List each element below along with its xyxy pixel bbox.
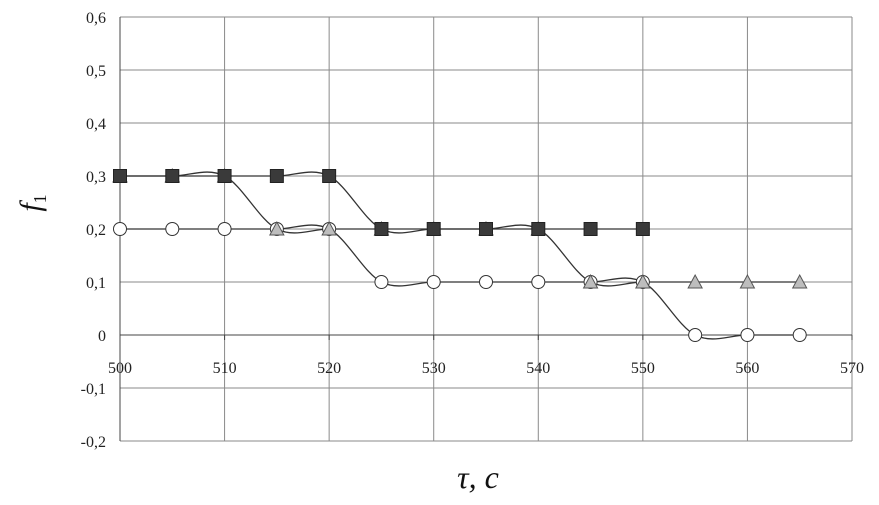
x-tick-label: 530	[422, 360, 446, 377]
y-tick-label: 0,6	[86, 10, 106, 27]
series-2-point	[321, 220, 337, 236]
y-tick-label: 0	[98, 328, 106, 345]
series-2-point	[687, 273, 703, 289]
y-tick-label: 0,5	[86, 63, 106, 80]
series-3-point	[426, 275, 441, 289]
series-1-point	[635, 222, 650, 236]
x-tick-label: 570	[840, 360, 864, 377]
y-axis-title: f1	[14, 194, 50, 211]
series-3-point	[688, 328, 703, 342]
y-tick-label: 0,1	[86, 275, 106, 292]
series-3-point	[165, 222, 180, 236]
series-1-point	[531, 222, 546, 236]
y-tick-label: 0,4	[86, 116, 106, 133]
series-3-point	[374, 275, 389, 289]
series-1-point	[217, 169, 232, 183]
series-1-point	[269, 169, 284, 183]
series-2-point	[739, 273, 756, 289]
series-3-point	[217, 222, 232, 236]
series-3-point	[113, 222, 127, 236]
tick-labels: -0,2 -0,1 0 0,1 0,2 0,3 0,4 0,5 0,6 500 510 520 530 5…	[81, 10, 864, 451]
series-group	[119, 171, 800, 340]
x-tick-label: 520	[317, 360, 341, 377]
y-tick-label: 0,3	[86, 169, 106, 186]
series-1-point	[165, 169, 180, 183]
series-1-point	[374, 222, 389, 236]
series-3-point	[792, 328, 807, 342]
series-2-point	[582, 273, 599, 289]
series-1-point	[426, 222, 441, 236]
markers-group	[112, 167, 808, 342]
y-axis-title-subscript: 1	[30, 194, 50, 203]
x-tick-label: 540	[526, 360, 550, 377]
series-3-point	[531, 275, 546, 289]
series-2-point	[269, 220, 285, 236]
series-3-point	[740, 328, 755, 342]
x-tick-label: 500	[108, 360, 132, 377]
series-2-point	[791, 273, 808, 289]
x-tick-label: 550	[631, 360, 655, 377]
y-tick-label: -0,2	[81, 434, 106, 451]
series-1-point	[583, 222, 598, 236]
series-1-point	[113, 169, 127, 183]
y-tick-label: -0,1	[81, 381, 106, 398]
series-3-point	[479, 275, 493, 289]
x-tick-label: 510	[213, 360, 237, 377]
x-axis-title: τ, c	[457, 459, 499, 495]
series-2-point	[635, 273, 651, 289]
series-1-point	[479, 222, 493, 236]
y-tick-label: 0,2	[86, 222, 106, 239]
series-1-point	[322, 169, 337, 183]
x-tick-label: 560	[735, 360, 759, 377]
